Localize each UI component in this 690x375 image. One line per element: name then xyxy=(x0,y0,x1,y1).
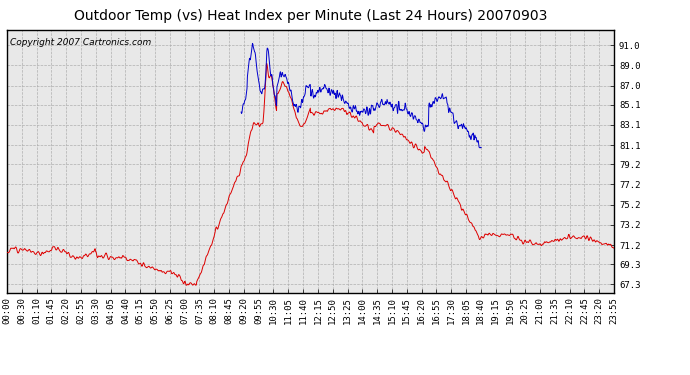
Text: Outdoor Temp (vs) Heat Index per Minute (Last 24 Hours) 20070903: Outdoor Temp (vs) Heat Index per Minute … xyxy=(74,9,547,23)
Text: Copyright 2007 Cartronics.com: Copyright 2007 Cartronics.com xyxy=(10,38,151,47)
